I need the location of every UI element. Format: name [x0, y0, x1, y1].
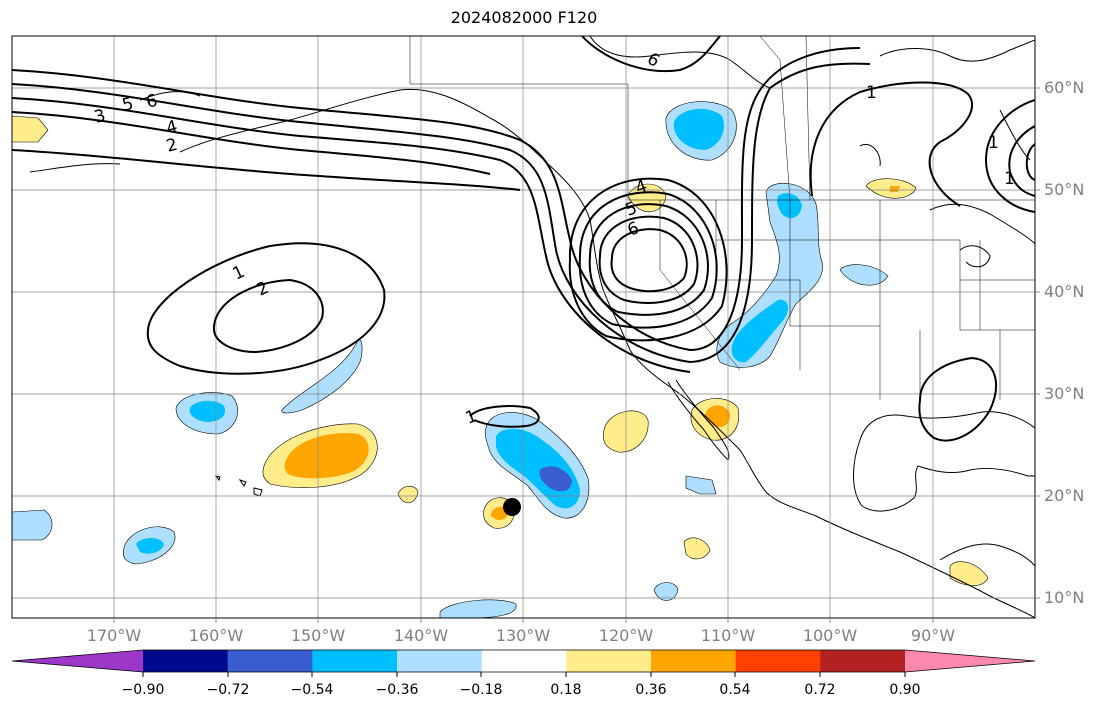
- contour-label: 6: [144, 91, 160, 113]
- colorbar-tick-label: 0.36: [635, 682, 667, 698]
- shade-positive: [949, 561, 989, 586]
- shade-negative-core: [777, 193, 802, 219]
- map-title: 2024082000 F120: [450, 8, 598, 27]
- shade-negative-core: [673, 108, 725, 150]
- lat-label-40n: 40°N: [1044, 282, 1085, 301]
- shade-positive-core: [890, 186, 900, 192]
- shaded-regions: [12, 101, 989, 618]
- contour-label: 3: [92, 106, 108, 128]
- colorbar-tick-label: 0.72: [804, 682, 836, 698]
- shade-negative: [716, 183, 823, 368]
- shade-positive: [683, 537, 711, 560]
- contour-label: 5: [120, 94, 136, 116]
- colorbar-tick-label: −0.54: [290, 682, 334, 698]
- contour-lines: [12, 36, 1035, 442]
- gridlines: [12, 36, 1035, 618]
- colorbar-ticks: [142, 672, 906, 677]
- lon-label-130w: 130°W: [495, 626, 551, 645]
- contour-label: 2: [164, 135, 180, 157]
- colorbar-tick-label: −0.18: [459, 682, 503, 698]
- colorbar-extend-min: [12, 650, 143, 672]
- lon-label-90w: 90°W: [910, 626, 956, 645]
- shade-negative-strong: [539, 466, 572, 492]
- shade-positive: [397, 485, 419, 504]
- lat-label-10n: 10°N: [1044, 588, 1085, 607]
- shade-positive: [12, 115, 49, 143]
- lon-label-120w: 120°W: [598, 626, 654, 645]
- contour-label: 1: [866, 83, 877, 103]
- colorbar-segment: [651, 650, 737, 672]
- colorbar-segment: [566, 650, 652, 672]
- colorbar-tick-label: −0.72: [206, 682, 250, 698]
- shade-negative: [839, 264, 889, 286]
- colorbar: [12, 650, 1035, 672]
- lon-label-160w: 160°W: [188, 626, 244, 645]
- shade-negative: [653, 582, 679, 601]
- colorbar-tick-label: −0.90: [121, 682, 165, 698]
- shade-negative: [12, 509, 53, 541]
- shade-negative-core: [731, 299, 789, 363]
- colorbar-tick-label: 0.18: [550, 682, 582, 698]
- colorbar-segment: [481, 650, 567, 672]
- lon-label-110w: 110°W: [700, 626, 756, 645]
- colorbar-segment: [227, 650, 313, 672]
- colorbar-segment: [312, 650, 398, 672]
- lat-label-50n: 50°N: [1044, 180, 1085, 199]
- lon-label-140w: 140°W: [393, 626, 449, 645]
- storm-position-marker: [503, 498, 521, 516]
- lon-label-150w: 150°W: [290, 626, 346, 645]
- shade-negative: [281, 339, 363, 414]
- contour-label: 4: [164, 117, 180, 139]
- colorbar-segment: [143, 650, 229, 672]
- lat-label-60n: 60°N: [1044, 78, 1085, 97]
- lon-ticks: [113, 618, 934, 623]
- political-borders: [409, 36, 1035, 400]
- contour-label: 1: [1004, 169, 1015, 189]
- lon-label-100w: 100°W: [802, 626, 858, 645]
- lat-ticks: [1035, 87, 1040, 599]
- lon-label-170w: 170°W: [86, 626, 142, 645]
- lat-label-20n: 20°N: [1044, 486, 1085, 505]
- colorbar-tick-label: −0.36: [375, 682, 419, 698]
- colorbar-segment: [820, 650, 906, 672]
- shade-negative: [685, 475, 717, 495]
- colorbar-segment: [735, 650, 821, 672]
- shade-positive-core: [284, 433, 369, 479]
- colorbar-extend-max: [905, 650, 1035, 672]
- lat-label-30n: 30°N: [1044, 384, 1085, 403]
- colorbar-tick-label: 0.54: [719, 682, 751, 698]
- colorbar-tick-label: 0.90: [889, 682, 921, 698]
- colorbar-segment: [397, 650, 483, 672]
- contour-label: 1: [988, 133, 999, 153]
- shade-negative-core: [136, 538, 164, 554]
